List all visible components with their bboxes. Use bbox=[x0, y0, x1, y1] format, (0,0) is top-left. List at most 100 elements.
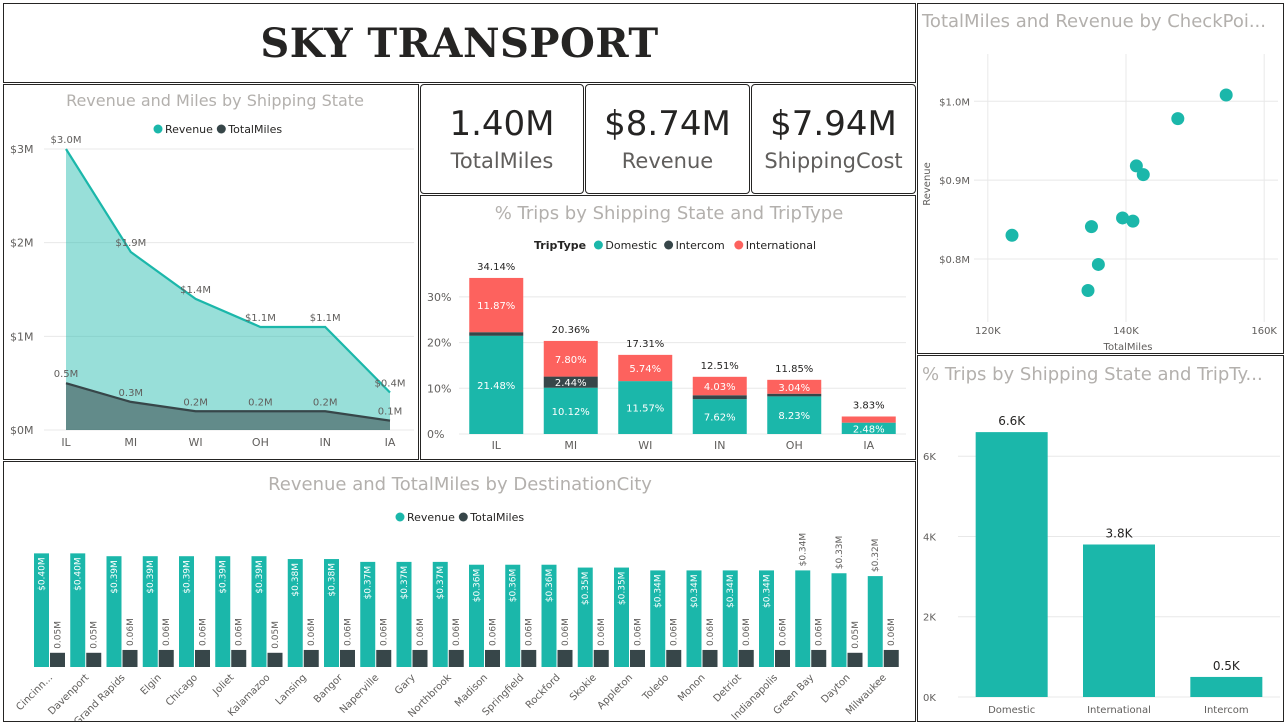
y-tick-label: $1.0M bbox=[939, 97, 970, 108]
bar-segment-international bbox=[692, 376, 747, 396]
bar-segment-intercom bbox=[767, 393, 822, 397]
bar-revenue bbox=[142, 556, 158, 667]
miles-label: 0.06M bbox=[380, 618, 390, 646]
bar-totalmiles bbox=[195, 649, 210, 667]
chart-title: TotalMiles and Revenue by CheckPoi... bbox=[921, 11, 1266, 32]
bar-revenue bbox=[541, 564, 557, 667]
y-tick-label: $0M bbox=[10, 424, 34, 437]
stacked-bar-chart: % Trips by Shipping State and TripType Tr… bbox=[427, 203, 906, 452]
y-tick-label: $1M bbox=[10, 330, 34, 343]
bar-totalmiles bbox=[811, 649, 827, 667]
revenue-label: $0.37M bbox=[400, 566, 410, 600]
data-label: $1.4M bbox=[180, 285, 211, 296]
miles-label: 0.06M bbox=[597, 618, 607, 646]
y-tick-label: 10% bbox=[427, 382, 451, 395]
y-tick-label: 30% bbox=[427, 291, 451, 304]
x-tick-label: Detriot bbox=[712, 672, 744, 704]
triptype-chart-panel[interactable]: % Trips by Shipping State and TripTy... 0… bbox=[917, 355, 1284, 722]
bar-revenue bbox=[722, 570, 738, 667]
legend-label: Revenue bbox=[165, 123, 213, 136]
miles-label: 0.06M bbox=[779, 618, 789, 646]
legend-label: International bbox=[746, 239, 816, 252]
city-chart-panel[interactable]: Revenue and TotalMiles by DestinationCit… bbox=[3, 461, 916, 722]
data-label: 6.6K bbox=[998, 414, 1026, 428]
revenue-label: $0.35M bbox=[581, 572, 591, 606]
data-label: $1.1M bbox=[310, 313, 341, 324]
x-tick-label: Appleton bbox=[596, 672, 635, 711]
y-tick-label: $3M bbox=[10, 143, 34, 156]
triptype-bar-chart: % Trips by Shipping State and TripTy... 0… bbox=[922, 364, 1280, 716]
card-total-miles[interactable]: 1.40M TotalMiles bbox=[420, 84, 584, 194]
scatter-chart-panel[interactable]: TotalMiles and Revenue by CheckPoi... $0.… bbox=[917, 3, 1284, 354]
bar-revenue bbox=[432, 561, 448, 667]
miles-label: 0.05M bbox=[90, 621, 100, 649]
total-label: 12.51% bbox=[701, 361, 739, 372]
miles-label: 0.06M bbox=[706, 618, 716, 646]
bar-totalmiles bbox=[775, 649, 790, 667]
bar-revenue bbox=[251, 556, 267, 667]
bar-totalmiles bbox=[158, 649, 174, 667]
bar-segment-domestic bbox=[469, 335, 524, 434]
card-revenue[interactable]: $8.74M Revenue bbox=[585, 84, 750, 194]
segment-label: 2.48% bbox=[853, 424, 885, 435]
bar-revenue bbox=[831, 573, 847, 667]
miles-label: 0.06M bbox=[561, 618, 571, 646]
miles-label: 0.06M bbox=[199, 618, 209, 646]
legend-label: Revenue bbox=[407, 511, 455, 524]
bar-revenue bbox=[650, 570, 666, 667]
segment-label: 7.80% bbox=[555, 355, 587, 366]
bar-revenue bbox=[215, 556, 231, 667]
bar-revenue bbox=[795, 570, 811, 667]
bar-segment-international bbox=[767, 379, 822, 394]
bar-totalmiles bbox=[557, 649, 573, 667]
revenue-label: $0.36M bbox=[509, 569, 519, 603]
bar-revenue bbox=[324, 559, 339, 667]
revenue-label: $0.39M bbox=[183, 560, 193, 594]
miles-label: 0.05M bbox=[54, 621, 64, 649]
miles-label: 0.06M bbox=[344, 618, 354, 646]
x-tick-label: IL bbox=[61, 436, 71, 449]
total-label: 17.31% bbox=[626, 339, 664, 350]
page-title: SKY TRANSPORT bbox=[260, 19, 659, 67]
x-tick-label: IL bbox=[492, 439, 502, 452]
bar-totalmiles bbox=[738, 649, 754, 667]
segment-label: 11.57% bbox=[626, 404, 664, 415]
revenue-label: $0.39M bbox=[219, 560, 229, 594]
scatter-point bbox=[1219, 88, 1233, 102]
scatter-point bbox=[1091, 257, 1105, 271]
bar-totalmiles bbox=[448, 649, 464, 667]
x-tick-label: MI bbox=[564, 439, 577, 452]
legend-marker bbox=[664, 240, 674, 250]
bar bbox=[975, 432, 1048, 697]
legend-label: Domestic bbox=[605, 239, 657, 252]
bar-revenue bbox=[759, 570, 774, 667]
x-tick-label: Rockford bbox=[524, 672, 563, 711]
y-tick-label: 0K bbox=[923, 693, 936, 704]
legend-marker bbox=[734, 240, 744, 250]
segment-label: 2.44% bbox=[555, 378, 587, 389]
total-label: 34.14% bbox=[477, 262, 515, 273]
data-label: 0.2M bbox=[248, 397, 273, 408]
revenue-label: $0.36M bbox=[473, 569, 483, 603]
revenue-label: $0.39M bbox=[110, 560, 120, 594]
revenue-label: $0.34M bbox=[799, 533, 809, 567]
stacked-chart-panel[interactable]: % Trips by Shipping State and TripType Tr… bbox=[420, 195, 916, 460]
x-tick-label: IN bbox=[319, 436, 330, 449]
chart-title: Revenue and Miles by Shipping State bbox=[66, 91, 364, 110]
card-shipping-cost[interactable]: $7.94M ShippingCost bbox=[751, 84, 916, 194]
area-line-revenue bbox=[65, 148, 391, 394]
card-value: $7.94M bbox=[770, 104, 897, 145]
bar-revenue bbox=[614, 567, 629, 667]
area-chart-panel[interactable]: Revenue and Miles by Shipping State Reven… bbox=[3, 84, 419, 460]
x-tick-label: Madison bbox=[453, 672, 490, 709]
x-tick-label: OH bbox=[786, 439, 803, 452]
x-tick-label: 120K bbox=[975, 326, 1001, 337]
x-axis-label: TotalMiles bbox=[1103, 342, 1153, 353]
bar-totalmiles bbox=[231, 649, 247, 667]
revenue-label: $0.34M bbox=[763, 574, 773, 608]
bar-segment-international bbox=[841, 416, 896, 423]
bar-totalmiles bbox=[412, 649, 428, 667]
segment-label: 10.12% bbox=[552, 407, 590, 418]
x-tick-label: International bbox=[1087, 705, 1151, 716]
data-label: 0.2M bbox=[183, 397, 208, 408]
